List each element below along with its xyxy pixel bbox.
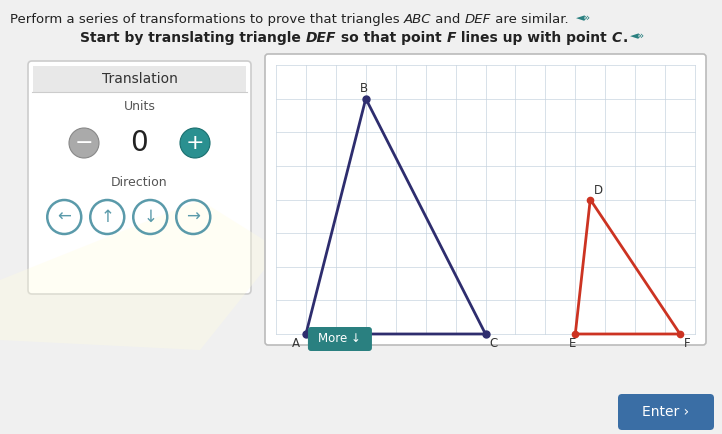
Text: →: → (186, 208, 200, 226)
Text: F: F (447, 31, 456, 45)
Text: Start by translating triangle: Start by translating triangle (80, 31, 305, 45)
Circle shape (180, 128, 210, 158)
Text: ◄»: ◄» (576, 13, 591, 23)
Text: ↓: ↓ (143, 208, 157, 226)
Text: Units: Units (123, 101, 155, 114)
Circle shape (69, 128, 99, 158)
Text: DEF: DEF (465, 13, 491, 26)
Text: −: − (74, 133, 93, 153)
FancyBboxPatch shape (618, 394, 714, 430)
Text: DEF: DEF (305, 31, 336, 45)
Text: +: + (186, 133, 204, 153)
Text: C: C (612, 31, 622, 45)
Text: lines up with point: lines up with point (456, 31, 612, 45)
Text: D: D (594, 184, 604, 197)
Text: so that point: so that point (336, 31, 447, 45)
Text: ABC: ABC (404, 13, 431, 26)
Text: F: F (684, 337, 691, 350)
Text: E: E (569, 337, 576, 350)
Text: Direction: Direction (111, 177, 168, 190)
Polygon shape (0, 200, 280, 350)
Text: More ↓: More ↓ (318, 332, 362, 345)
FancyBboxPatch shape (28, 61, 251, 294)
Text: are similar.: are similar. (491, 13, 573, 26)
Bar (33, 66, 246, 92)
FancyBboxPatch shape (265, 54, 706, 345)
Text: A: A (292, 337, 300, 350)
Text: ↑: ↑ (100, 208, 114, 226)
Text: C: C (490, 337, 497, 350)
Text: Perform a series of transformations to prove that triangles: Perform a series of transformations to p… (10, 13, 404, 26)
Text: 0: 0 (131, 129, 149, 157)
Text: ←: ← (57, 208, 71, 226)
FancyBboxPatch shape (308, 327, 372, 351)
Text: B: B (360, 82, 367, 95)
Text: Translation: Translation (102, 72, 178, 86)
Text: .: . (622, 31, 627, 45)
Text: ◄»: ◄» (630, 31, 645, 41)
Text: Enter ›: Enter › (643, 405, 690, 419)
Text: and: and (431, 13, 465, 26)
